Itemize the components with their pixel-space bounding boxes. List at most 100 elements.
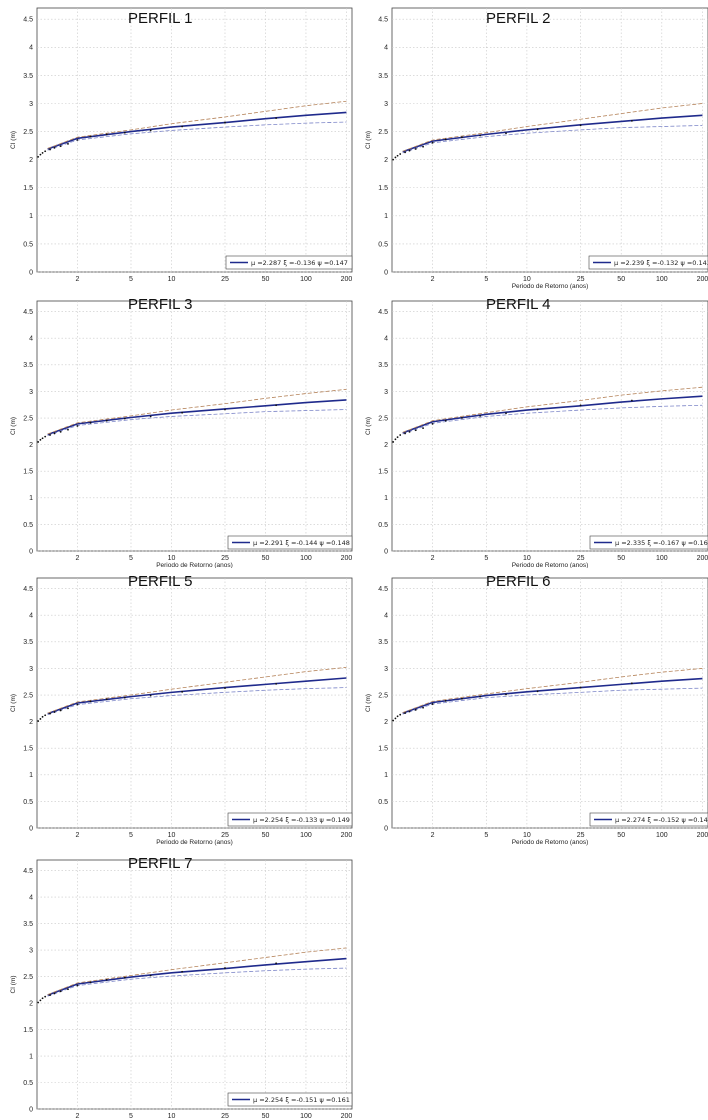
x-tick-label: 50 bbox=[617, 555, 625, 562]
observed-point bbox=[41, 437, 44, 440]
y-tick-label: 1 bbox=[29, 772, 33, 779]
legend-box bbox=[227, 812, 353, 827]
observed-point bbox=[41, 152, 44, 154]
y-tick-label: 0.5 bbox=[23, 1080, 33, 1087]
legend-box bbox=[227, 535, 353, 550]
chart-title: PERFIL 2 bbox=[486, 10, 550, 27]
y-tick-label: 4 bbox=[29, 613, 33, 620]
series-lower-line bbox=[47, 409, 347, 436]
x-tick-label: 2 bbox=[76, 555, 80, 562]
x-tick-label: 10 bbox=[168, 555, 176, 562]
x-tick-label: 50 bbox=[262, 832, 270, 839]
y-tick-label: 4.5 bbox=[378, 17, 388, 24]
observed-point bbox=[414, 148, 417, 150]
observed-point bbox=[53, 992, 56, 995]
x-tick-label: 2 bbox=[76, 276, 80, 283]
observed-point bbox=[41, 997, 44, 1000]
chart-panel-6: 0 0.5 1 1.5 2 2.5 3 3.5 4 4.5 2 5 10 25 50 100 200 μ =2.2… bbox=[364, 570, 708, 852]
series-upper-line bbox=[47, 947, 347, 995]
y-tick-label: 3 bbox=[29, 101, 33, 108]
observed-point bbox=[630, 399, 633, 402]
x-tick-label: 50 bbox=[617, 276, 625, 283]
chart-title: PERFIL 3 bbox=[128, 296, 192, 313]
observed-point bbox=[444, 699, 447, 702]
observed-point bbox=[39, 999, 42, 1002]
observed-point bbox=[399, 434, 402, 436]
y-tick-label: 2 bbox=[29, 442, 33, 449]
y-tick-label: 1.5 bbox=[23, 1027, 33, 1034]
x-axis-label: Periodo de Retorno (anos) bbox=[156, 839, 233, 846]
series-fit-line bbox=[47, 957, 347, 996]
legend-box bbox=[225, 255, 353, 270]
x-tick-label: 200 bbox=[697, 276, 708, 283]
observed-point bbox=[44, 150, 47, 153]
series-upper-line bbox=[47, 100, 347, 149]
x-tick-label: 2 bbox=[431, 276, 435, 283]
observed-point bbox=[149, 415, 152, 418]
observed-point bbox=[89, 421, 92, 424]
legend-label: μ =2.274 ξ =-0.152 ψ =0.14 bbox=[615, 816, 708, 824]
series-fit-line bbox=[47, 677, 347, 715]
y-tick-label: 4 bbox=[384, 336, 388, 343]
x-tick-label: 5 bbox=[484, 832, 488, 839]
observed-point bbox=[89, 135, 92, 138]
observed-point bbox=[392, 719, 395, 722]
chart-panel-4: 0 0.5 1 1.5 2 2.5 3 3.5 4 4.5 2 5 10 25 50 100 200 μ =2.3… bbox=[364, 293, 708, 568]
observed-point bbox=[404, 712, 406, 715]
y-tick-label: 1 bbox=[384, 495, 388, 502]
y-tick-label: 2 bbox=[29, 719, 33, 726]
y-tick-label: 0 bbox=[29, 269, 33, 276]
observed-point bbox=[44, 435, 47, 438]
y-axis-label: CI (m) bbox=[365, 417, 372, 435]
y-tick-label: 2.5 bbox=[378, 692, 388, 699]
observed-point bbox=[59, 145, 62, 148]
observed-point bbox=[49, 712, 51, 715]
x-tick-label: 2 bbox=[431, 555, 435, 562]
series-fit-line bbox=[47, 399, 347, 436]
y-tick-label: 0.5 bbox=[23, 799, 33, 806]
observed-point bbox=[76, 425, 79, 427]
observed-point bbox=[76, 139, 79, 141]
observed-point bbox=[505, 693, 507, 696]
observed-point bbox=[67, 428, 69, 431]
observed-point bbox=[105, 419, 108, 422]
series-lower-line bbox=[402, 125, 703, 154]
observed-point bbox=[76, 984, 79, 987]
observed-point bbox=[49, 148, 51, 151]
legend-label: μ =2.287 ξ =-0.136 ψ =0.147 bbox=[251, 259, 348, 267]
observed-point bbox=[224, 121, 226, 124]
x-tick-label: 2 bbox=[76, 1113, 80, 1120]
observed-point bbox=[394, 156, 397, 159]
y-axis-label: CI (m) bbox=[10, 131, 17, 149]
observed-point bbox=[404, 151, 406, 154]
observed-point bbox=[275, 404, 278, 407]
y-axis-label: CI (m) bbox=[10, 417, 17, 435]
x-tick-label: 100 bbox=[656, 832, 668, 839]
observed-point bbox=[461, 417, 463, 419]
y-tick-label: 3.5 bbox=[23, 639, 33, 646]
observed-point bbox=[399, 713, 402, 716]
y-tick-label: 0.5 bbox=[378, 241, 388, 248]
observed-point bbox=[149, 129, 152, 132]
y-tick-label: 2.5 bbox=[23, 129, 33, 136]
series-lower-line bbox=[47, 687, 347, 716]
observed-point bbox=[123, 696, 126, 699]
x-axis-label: Periodo de Retorno (anos) bbox=[512, 283, 589, 290]
observed-point bbox=[431, 141, 434, 144]
observed-point bbox=[431, 422, 434, 425]
legend-label: μ =2.254 ξ =-0.151 ψ =0.161 bbox=[253, 1096, 350, 1104]
observed-point bbox=[431, 703, 434, 705]
observed-point bbox=[505, 132, 507, 135]
y-tick-label: 4.5 bbox=[378, 309, 388, 316]
chart-panel-1: 0 0.5 1 1.5 2 2.5 3 3.5 4 4.5 2 5 10 25 50 100 200 μ =2.2… bbox=[0, 0, 356, 283]
y-tick-label: 4.5 bbox=[378, 586, 388, 593]
chart-title: PERFIL 5 bbox=[128, 573, 192, 590]
series-lower-line bbox=[47, 121, 347, 151]
observed-point bbox=[44, 995, 47, 998]
x-tick-label: 5 bbox=[129, 832, 133, 839]
y-tick-label: 4 bbox=[29, 336, 33, 343]
y-tick-label: 0.5 bbox=[23, 241, 33, 248]
